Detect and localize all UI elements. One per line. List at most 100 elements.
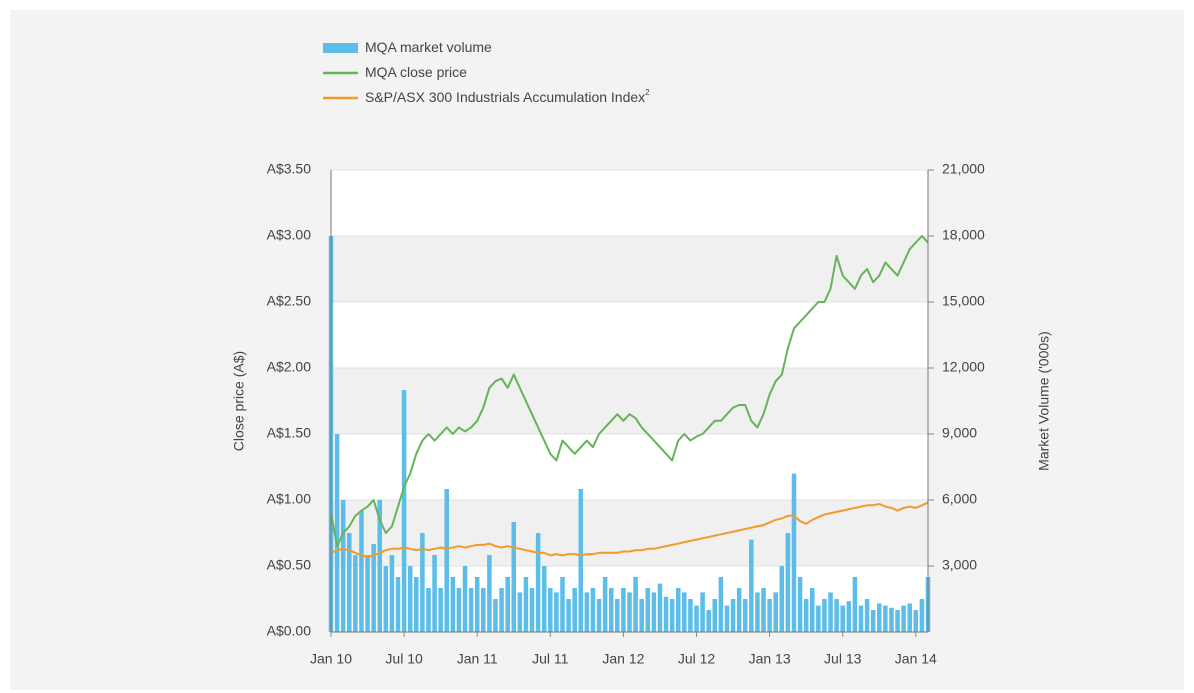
x-tick-label: Jan 14 [895, 651, 937, 667]
volume-bar [487, 555, 492, 632]
plot-bands [331, 170, 928, 632]
volume-bar [456, 588, 462, 632]
volume-bar [700, 592, 705, 632]
volume-bar [639, 599, 644, 632]
legend-label: MQA close price [365, 64, 467, 80]
volume-bar [675, 588, 681, 632]
legend-name: MQA market volume [365, 39, 492, 55]
volume-bar [919, 599, 925, 632]
volume-bar [840, 605, 845, 632]
volume-bar [907, 603, 912, 632]
volume-bar [340, 500, 346, 632]
x-tick-label: Jan 11 [457, 651, 498, 667]
volume-bar [621, 588, 626, 632]
volume-bar [450, 577, 456, 632]
y2-tick-label: 18,000 [942, 227, 985, 243]
volume-bar [602, 577, 608, 632]
volume-bar [791, 473, 797, 632]
volume-bar [474, 577, 480, 632]
volume-bar [755, 592, 760, 632]
volume-bar [712, 599, 718, 632]
volume-bar [816, 605, 821, 632]
legend-name: MQA close price [365, 64, 467, 80]
volume-bar [736, 588, 742, 632]
volume-bar [389, 555, 395, 632]
y-tick-label: A$1.00 [267, 491, 312, 507]
volume-bar [499, 588, 504, 632]
volume-bar [566, 599, 571, 632]
volume-bar [468, 588, 474, 632]
volume-bar [870, 610, 876, 632]
price-line [330, 501, 929, 558]
y-tick-label: A$2.00 [267, 359, 312, 375]
volume-bar [779, 566, 785, 632]
volume-bar [529, 588, 535, 632]
volume-bar [822, 599, 827, 632]
plot-band [331, 368, 928, 434]
volume-bar [852, 577, 858, 632]
volume-bar [809, 588, 815, 632]
volume-bar [572, 588, 577, 632]
volume-bar [889, 607, 894, 632]
volume-bar [633, 577, 638, 632]
volume-bar [511, 522, 517, 632]
volume-bar [877, 603, 882, 632]
volume-bar [590, 588, 596, 632]
volume-bar [584, 592, 590, 632]
y2-tick-label: 15,000 [942, 293, 985, 309]
volume-bar [627, 592, 632, 632]
volume-bar [541, 566, 547, 632]
volume-bar [420, 533, 425, 632]
y2-tick-label: 21,000 [942, 161, 985, 177]
volume-bar [444, 489, 450, 632]
y-tick-label: A$3.50 [267, 161, 312, 177]
x-tick-label: Jan 13 [749, 651, 791, 667]
plot-band [331, 302, 928, 368]
price-line [330, 235, 929, 548]
volume-bar [846, 601, 852, 632]
y-tick-label: A$0.00 [267, 623, 312, 639]
volume-bar [426, 588, 431, 632]
volume-bar [517, 592, 523, 632]
volume-bar [359, 511, 364, 632]
y2-tick-label: 9,000 [942, 425, 977, 441]
x-tick-label: Jul 13 [824, 651, 862, 667]
volume-bar [718, 577, 724, 632]
y-tick-label: A$2.50 [267, 293, 312, 309]
volume-bar [785, 533, 791, 632]
volume-bar [834, 599, 839, 632]
volume-bar [608, 588, 614, 632]
volume-bar [377, 500, 382, 632]
plot-band [331, 236, 928, 302]
plot-band [331, 170, 928, 236]
volume-bar [730, 599, 736, 632]
y2-tick-label: 3,000 [942, 557, 977, 573]
volume-bar [334, 434, 340, 632]
x-tick-label: Jan 12 [602, 651, 644, 667]
volume-bar [663, 596, 669, 632]
volume-bar [554, 592, 559, 632]
volume-bar [401, 390, 407, 632]
volume-bar [493, 599, 498, 632]
volume-bar [548, 588, 553, 632]
volume-bar [688, 599, 693, 632]
volume-bar [749, 539, 754, 632]
volume-bar [773, 592, 778, 632]
volume-bar [615, 599, 620, 632]
volume-bar [895, 610, 900, 632]
volume-bar [651, 592, 657, 632]
volume-bar [803, 599, 809, 632]
volume-bar [913, 610, 919, 632]
y-tick-label: A$3.00 [267, 227, 312, 243]
y-axis-label: Close price (A$) [231, 351, 247, 451]
volume-bar [901, 605, 906, 632]
volume-bar [669, 599, 675, 632]
volume-bar [645, 588, 651, 632]
volume-bar [505, 577, 510, 632]
volume-bar [864, 599, 870, 632]
volume-bar [761, 588, 766, 632]
volume-bar [767, 599, 772, 632]
x-tick-label: Jul 10 [385, 651, 423, 667]
legend-name: S&P/ASX 300 Industrials Accumulation Ind… [365, 89, 645, 105]
